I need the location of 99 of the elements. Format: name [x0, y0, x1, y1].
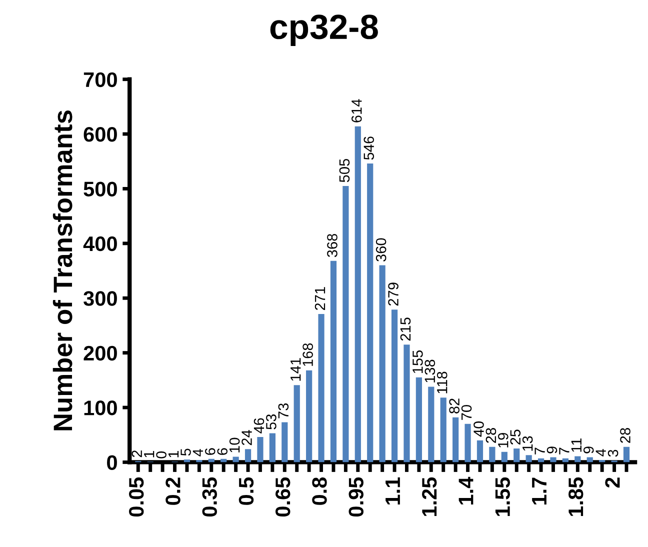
- y-tick-label: 100: [84, 400, 117, 416]
- data-label: 82: [449, 398, 460, 414]
- data-label: 2: [132, 450, 142, 458]
- data-label: 1: [144, 450, 154, 458]
- bar: [464, 424, 471, 462]
- bar: [623, 446, 630, 462]
- x-tick-label: 1.1: [386, 477, 400, 504]
- data-label: 28: [486, 428, 496, 443]
- bar: [574, 456, 581, 462]
- data-label: 40: [474, 421, 484, 437]
- bar: [367, 164, 374, 462]
- bar: [489, 446, 496, 462]
- chart-title: cp32-8: [270, 14, 378, 46]
- bar: [208, 458, 214, 462]
- data-label: 10: [229, 438, 240, 452]
- data-label: 138: [424, 360, 436, 382]
- bar: [306, 370, 312, 462]
- data-label: 271: [314, 287, 326, 310]
- x-tick-label: 1.85: [568, 477, 584, 516]
- bar: [440, 398, 446, 462]
- y-tick-label: 0: [107, 455, 117, 470]
- bar: [391, 310, 398, 462]
- data-label: 6: [217, 448, 228, 455]
- bar: [476, 440, 484, 462]
- data-label: 546: [364, 136, 374, 160]
- bar: [232, 456, 239, 462]
- data-label: 25: [510, 430, 521, 445]
- bar: [257, 437, 264, 462]
- data-label: 19: [498, 433, 508, 448]
- x-tick-label: 0.5: [238, 477, 254, 505]
- data-label: 279: [388, 282, 398, 306]
- bar: [184, 459, 190, 462]
- x-tick-label: 1.7: [532, 478, 546, 504]
- bar: [501, 452, 508, 462]
- data-label: 70: [461, 404, 472, 420]
- x-tick-label: 0.8: [312, 477, 327, 505]
- data-label: 46: [254, 418, 264, 434]
- bar: [342, 186, 349, 462]
- bar: [526, 455, 532, 462]
- data-label: 6: [204, 448, 216, 455]
- data-label: 0: [156, 451, 166, 458]
- y-tick-label: 400: [83, 236, 117, 252]
- y-tick-label: 300: [84, 291, 117, 306]
- x-tick-label: 1.25: [422, 477, 437, 516]
- x-tick-label: 0.35: [202, 477, 218, 517]
- x-tick-label: 0.2: [166, 478, 180, 505]
- y-tick-label: 700: [84, 72, 117, 88]
- x-tick-label: 1.55: [495, 477, 510, 516]
- bar: [538, 458, 544, 462]
- bar: [452, 417, 459, 462]
- data-label: 4: [596, 449, 606, 456]
- bar: [514, 448, 520, 462]
- data-label: 1: [168, 450, 179, 458]
- data-label: 24: [242, 430, 252, 446]
- bar: [282, 422, 288, 462]
- y-tick-label: 200: [84, 346, 117, 361]
- bar: [354, 126, 361, 462]
- bar: [416, 377, 422, 462]
- data-label: 141: [290, 358, 301, 381]
- data-label: 53: [266, 414, 276, 430]
- data-label: 7: [559, 448, 570, 454]
- bar: [330, 260, 337, 462]
- x-tick-label: 1.4: [458, 476, 474, 504]
- bar: [586, 457, 593, 462]
- data-label: 7: [534, 448, 545, 454]
- data-label: 360: [376, 238, 386, 262]
- x-tick-label: 2: [605, 478, 620, 488]
- data-label: 9: [546, 446, 558, 454]
- data-label: 9: [583, 446, 594, 454]
- data-label: 3: [608, 450, 618, 457]
- data-label: 4: [192, 449, 203, 456]
- data-label: 614: [351, 99, 362, 122]
- bar: [318, 314, 324, 462]
- x-tick-label: 0.65: [275, 477, 290, 517]
- bar: [269, 433, 276, 462]
- y-tick-label: 600: [84, 127, 117, 142]
- data-label: 368: [327, 234, 338, 258]
- data-label: 168: [302, 343, 313, 366]
- bar: [379, 265, 386, 462]
- bar: [244, 449, 252, 462]
- data-label: 5: [180, 448, 191, 456]
- bar: [562, 458, 569, 462]
- data-label: 13: [522, 436, 533, 451]
- bar: [404, 344, 410, 462]
- bar: [428, 386, 434, 462]
- data-label: 505: [339, 158, 350, 182]
- data-label: 73: [278, 403, 289, 418]
- bar: [550, 457, 556, 462]
- data-label: 118: [436, 372, 448, 394]
- data-label: 28: [620, 428, 630, 443]
- x-tick-label: 0.95: [348, 477, 364, 517]
- data-label: 215: [400, 318, 411, 341]
- y-tick-label: 500: [84, 182, 117, 196]
- data-label: 11: [571, 438, 582, 452]
- bar: [294, 385, 300, 462]
- data-label: 155: [412, 350, 423, 374]
- x-tick-label: 0.05: [128, 477, 144, 517]
- y-axis-title: Number of Transformants: [52, 110, 72, 430]
- bar: [220, 458, 227, 462]
